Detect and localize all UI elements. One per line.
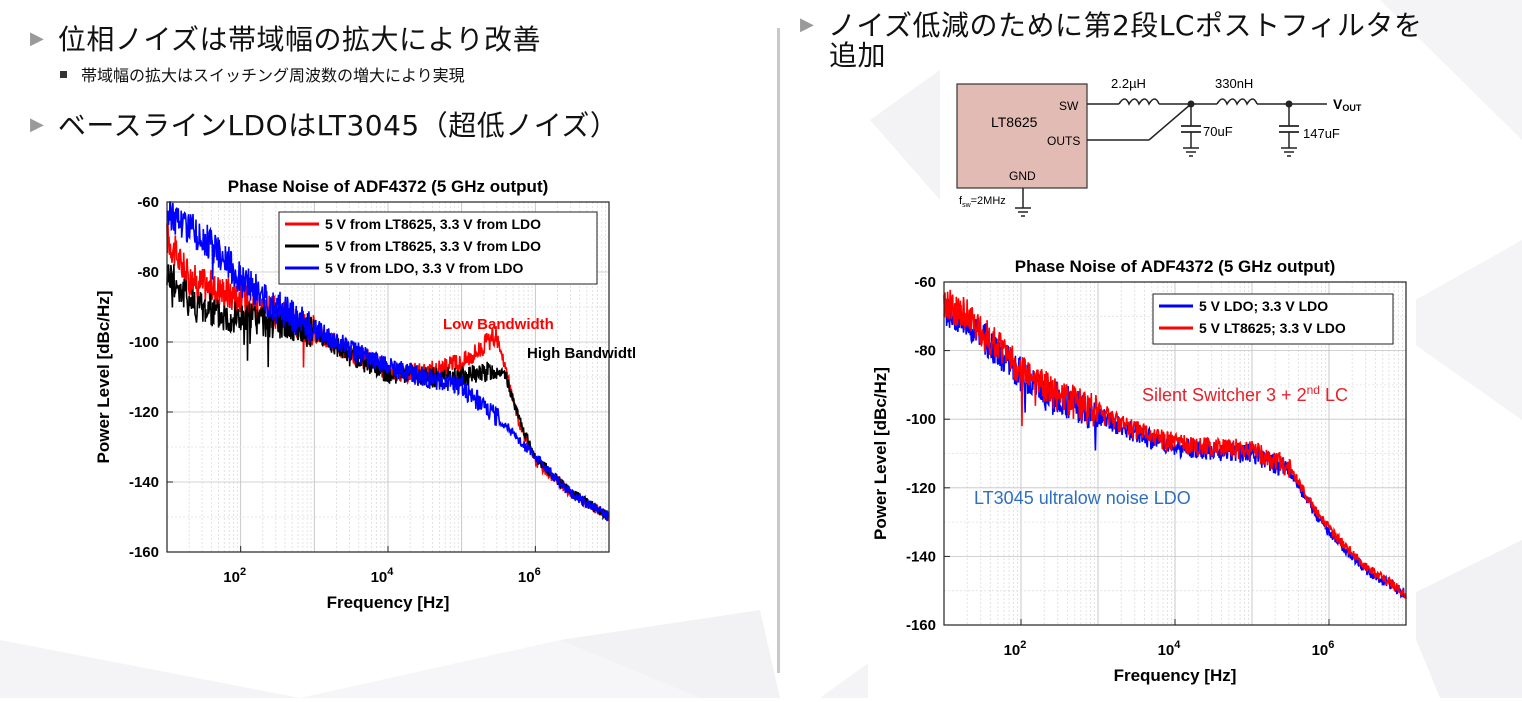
series-line-2 [166,201,610,522]
y-tick-label: -120 [129,404,159,421]
right-bullet-1-text-cont: 追加 [829,39,887,72]
legend-entry: 5 V from LDO, 3.3 V from LDO [325,260,523,276]
left-sub-bullet-1: 帯域幅の拡大はスイッチング周波数の増大により実現 [60,62,465,86]
x-tick-label: 104 [1158,639,1182,659]
circuit-diagram: LT8625 SW OUTS GND [943,70,1377,222]
y-tick-label: -60 [914,274,936,291]
column-divider [777,28,780,673]
y-tick-label: -80 [914,343,936,360]
left-bullet-2: ▶ ベースラインLDOはLT3045（超低ノイズ） [30,104,618,144]
chart-right: Phase Noise of ADF4372 (5 GHz output) -60… [871,257,1407,685]
bullet-triangle-icon: ▶ [30,27,44,49]
x-axis-label: Frequency [Hz] [327,593,450,612]
left-bullet-1: ▶ 位相ノイズは帯域幅の拡大により改善 [30,18,541,58]
chart-title: Phase Noise of ADF4372 (5 GHz output) [228,177,549,196]
right-bullet-1-cont: 追加 [829,34,886,74]
series-line-1 [943,289,1407,599]
outs-pin-label: OUTS [1047,134,1080,148]
bullet-triangle-icon: ▶ [30,113,44,135]
square-bullet-icon [60,70,67,78]
x-tick-label: 102 [223,566,246,586]
inductor-1 [1118,98,1160,106]
chart-annotation: High Bandwidth [527,345,635,362]
chart-annotation: Silent Switcher 3 + 2nd LC [1142,383,1348,405]
chart-annotation: Low Bandwidth [443,316,554,333]
x-axis-label: Frequency [Hz] [1114,666,1237,685]
right-bullet-1: ▶ ノイズ低減のために第2段LCポストフィルタを [800,4,1422,44]
chart-title: Phase Noise of ADF4372 (5 GHz output) [1015,257,1336,276]
y-tick-label: -120 [906,480,936,497]
fsw-label: fsw=2MHz [959,195,1006,209]
x-tick-label: 106 [1312,639,1335,659]
legend-box [1152,293,1394,345]
y-axis-label: Power Level [dBc/Hz] [95,291,113,464]
chart-right-panel: Phase Noise of ADF4372 (5 GHz output) -60… [868,248,1416,698]
gnd-pin-label: GND [1009,169,1036,183]
chart-annotation: LT3045 ultralow noise LDO [974,488,1191,508]
chart-left-panel: Phase Noise of ADF4372 (5 GHz output) -60… [94,170,641,615]
vout-label: VOUT [1333,96,1362,113]
legend-entry: 5 V from LT8625, 3.3 V from LDO [325,216,541,232]
legend-entry: 5 V LT8625; 3.3 V LDO [1199,320,1346,336]
x-tick-label: 106 [518,566,541,586]
y-tick-label: -140 [129,474,159,491]
circuit-svg: LT8625 SW OUTS GND [956,76,1362,217]
y-tick-label: -140 [906,548,936,565]
x-tick-label: 104 [371,566,395,586]
y-tick-label: -100 [129,334,159,351]
x-tick-label: 102 [1004,639,1027,659]
inductor-1-label: 2.2µH [1111,76,1146,91]
chart-left: Phase Noise of ADF4372 (5 GHz output) -60… [94,177,641,612]
sw-pin-label: SW [1059,99,1079,113]
y-tick-label: -160 [906,617,936,634]
inductor-2 [1216,98,1258,106]
chip-body [956,83,1088,189]
left-bullet-2-text: ベースラインLDOはLT3045（超低ノイズ） [57,109,619,142]
y-axis-label: Power Level [dBc/Hz] [871,367,890,540]
inductor-2-label: 330nH [1215,76,1253,91]
y-tick-label: -100 [906,411,936,428]
cap-1-label: 70uF [1203,124,1233,139]
cap-2-label: 147uF [1303,126,1340,141]
legend-entry: 5 V LDO; 3.3 V LDO [1199,298,1328,314]
left-sub-bullet-1-text: 帯域幅の拡大はスイッチング周波数の増大により実現 [81,66,465,85]
right-bullet-1-text: ノイズ低減のために第2段LCポストフィルタを [827,9,1423,42]
y-tick-label: -60 [137,194,159,211]
bullet-triangle-icon: ▶ [800,13,814,35]
chip-label: LT8625 [991,114,1038,130]
legend-entry: 5 V from LT8625, 3.3 V from LDO [325,238,541,254]
left-bullet-1-text: 位相ノイズは帯域幅の拡大により改善 [57,23,541,56]
y-tick-label: -80 [137,264,159,281]
legend-box [278,211,598,285]
y-tick-label: -160 [129,544,159,561]
